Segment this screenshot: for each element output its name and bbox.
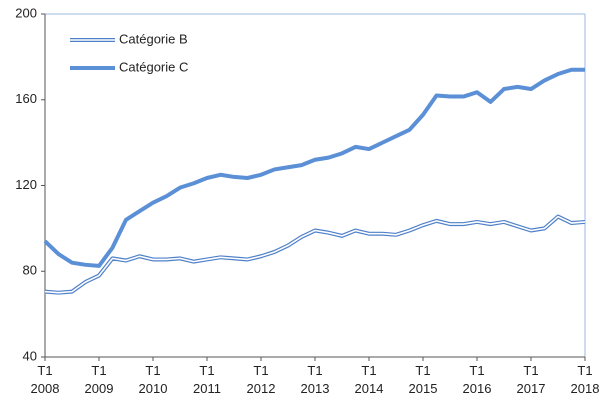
x-tick-label: T1 2018 [571,363,600,396]
x-tick-label: T1 2016 [463,363,492,396]
series-line-inner [44,215,586,294]
y-tick-label: 200 [15,5,37,20]
x-tick-label: T1 2017 [517,363,546,396]
legend-label: Catégorie B [119,31,188,46]
series-line [43,67,585,268]
y-tick-label: 80 [23,263,37,278]
x-tick-label: T1 2008 [31,363,60,396]
legend-label: Catégorie C [119,59,188,74]
y-tick-label: 120 [15,177,37,192]
x-tick-label: T1 2014 [355,363,384,396]
series-line [44,214,586,295]
x-tick-label: T1 2013 [301,363,330,396]
x-tick-label: T1 2015 [409,363,438,396]
x-tick-label: T1 2012 [247,363,276,396]
x-tick-label: T1 2010 [139,363,168,396]
y-tick-label: 40 [23,348,37,363]
x-tick-label: T1 2011 [193,363,221,396]
y-tick-label: 160 [15,91,37,106]
x-tick-label: T1 2009 [85,363,114,396]
